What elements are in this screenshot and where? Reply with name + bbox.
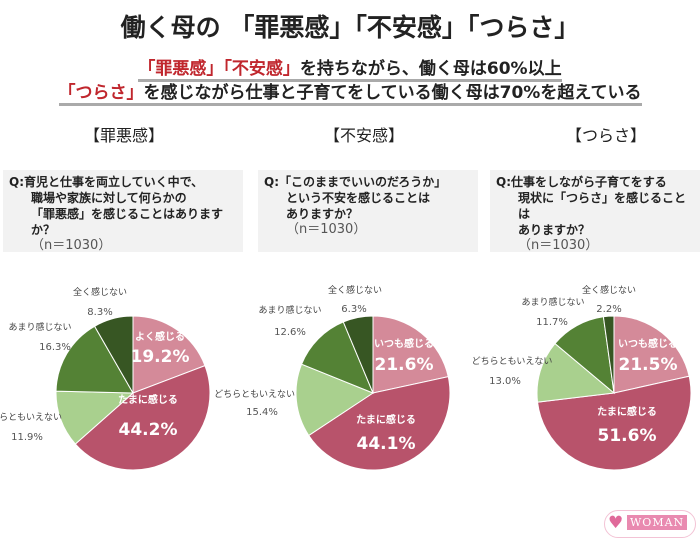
slice-value-label: 8.3% [87, 307, 112, 318]
subtitle-line-1: 「罪悪感」「不安感」を持ちながら、働く母は60%以上 [0, 54, 700, 82]
heart-icon: ♥ [608, 513, 624, 533]
slice-value-label: 21.6% [375, 355, 434, 375]
slice-value-label: 19.2% [131, 347, 190, 367]
section-heading-hardship: 【つらさ】 [565, 126, 646, 145]
slice-category-label: いつも感じる [374, 337, 434, 350]
pie-slice [300, 321, 374, 394]
subtitle-text: を持ちながら、働く母は60%以上 [299, 59, 562, 79]
slice-category-label: どちらともいえない [472, 356, 553, 367]
question-box-guilt: Q:育児と仕事を両立していく中で、 職場や家族に対して何らかの 「罪悪感」を感じ… [3, 170, 243, 253]
slice-value-label: 11.9% [11, 432, 43, 443]
question-text: ありますか？ [518, 223, 591, 237]
slice-category-label: あまり感じない [258, 304, 321, 316]
subtitle-text: を感じながら仕事と子育てをしている働く母は70%を超えている [143, 83, 642, 103]
question-text: Q:仕事をしながら子育てをする [496, 175, 667, 189]
pie-slice [308, 376, 451, 471]
slice-value-label: 44.1% [357, 434, 416, 454]
slice-category-label: いつも感じる [618, 337, 678, 350]
pie-slice [55, 325, 134, 394]
question-text: ありますか？ [286, 207, 359, 221]
slice-value-label: 6.3% [341, 304, 366, 315]
slice-value-label: 44.2% [119, 420, 178, 440]
question-box-anxiety: Q:「このままでいいのだろうか」 という不安を感じることは ありますか？ （n＝… [258, 170, 478, 252]
slice-category-label: たまに感じる [356, 413, 416, 426]
slice-category-label: 全く感じない [73, 286, 127, 298]
slice-value-label: 13.0% [489, 376, 521, 387]
page-title: 働く母の 「罪悪感」「不安感」「つらさ」 [120, 13, 580, 42]
sample-size: （n＝1030） [286, 222, 367, 237]
slice-category-label: 全く感じない [582, 284, 636, 296]
slice-category-label: たまに感じる [597, 405, 657, 418]
logo-text: WOMAN [627, 515, 688, 530]
pie-slice [342, 315, 374, 394]
section-heading-guilt: 【罪悪感】 [83, 126, 164, 145]
section-heading-anxiety: 【不安感】 [323, 126, 404, 145]
pie-slice [74, 364, 211, 471]
pie-slice [536, 375, 692, 471]
slice-category-label: どちらともいえない [214, 389, 295, 400]
question-text: 「罪悪感」を感じることはありますか？ [31, 207, 224, 237]
pie-slice [132, 315, 206, 394]
pie-slice [372, 315, 449, 394]
pie-slice [602, 315, 615, 394]
slice-value-label: 16.3% [39, 342, 71, 353]
question-text: 職場や家族に対して何らかの [31, 191, 187, 205]
pie-slice [613, 315, 690, 394]
slice-category-label: たまに感じる [118, 393, 178, 406]
sample-size: （n＝1030） [518, 238, 599, 253]
slice-category-label: 全く感じない [328, 284, 382, 296]
slice-category-label: あまり感じない [8, 321, 71, 333]
slice-value-label: 11.7% [536, 317, 568, 328]
slice-category-label: よく感じる [135, 330, 185, 343]
slice-value-label: 51.6% [598, 426, 657, 446]
question-box-hardship: Q:仕事をしながら子育てをする 現状に「つらさ」を感じることは ありますか？ （… [490, 170, 700, 253]
pie-slice [295, 363, 375, 437]
subtitle-line-2: 「つらさ」を感じながら仕事と子育てをしている働く母は70%を超えている [0, 78, 700, 106]
slice-value-label: 12.6% [274, 327, 306, 338]
subtitle-highlight: 「罪悪感」「不安感」 [138, 59, 300, 79]
question-text: 現状に「つらさ」を感じることは [518, 191, 687, 221]
slice-value-label: 15.4% [246, 407, 278, 418]
question-text: Q:育児と仕事を両立していく中で、 [9, 175, 204, 189]
sample-size: （n＝1030） [31, 238, 112, 253]
question-text: Q:「このままでいいのだろうか」 [264, 175, 447, 189]
pie-slice [536, 342, 616, 403]
subtitle-highlight: 「つらさ」 [58, 83, 144, 103]
slice-category-label: どちらともいえない [0, 412, 62, 423]
slice-value-label: 21.5% [619, 355, 678, 375]
question-text: という不安を感じることは [286, 191, 431, 205]
slice-value-label: 2.2% [596, 304, 621, 315]
woman-logo: ♥ WOMAN [604, 510, 696, 538]
slice-category-label: あまり感じない [521, 296, 584, 308]
pie-slice [93, 315, 134, 395]
